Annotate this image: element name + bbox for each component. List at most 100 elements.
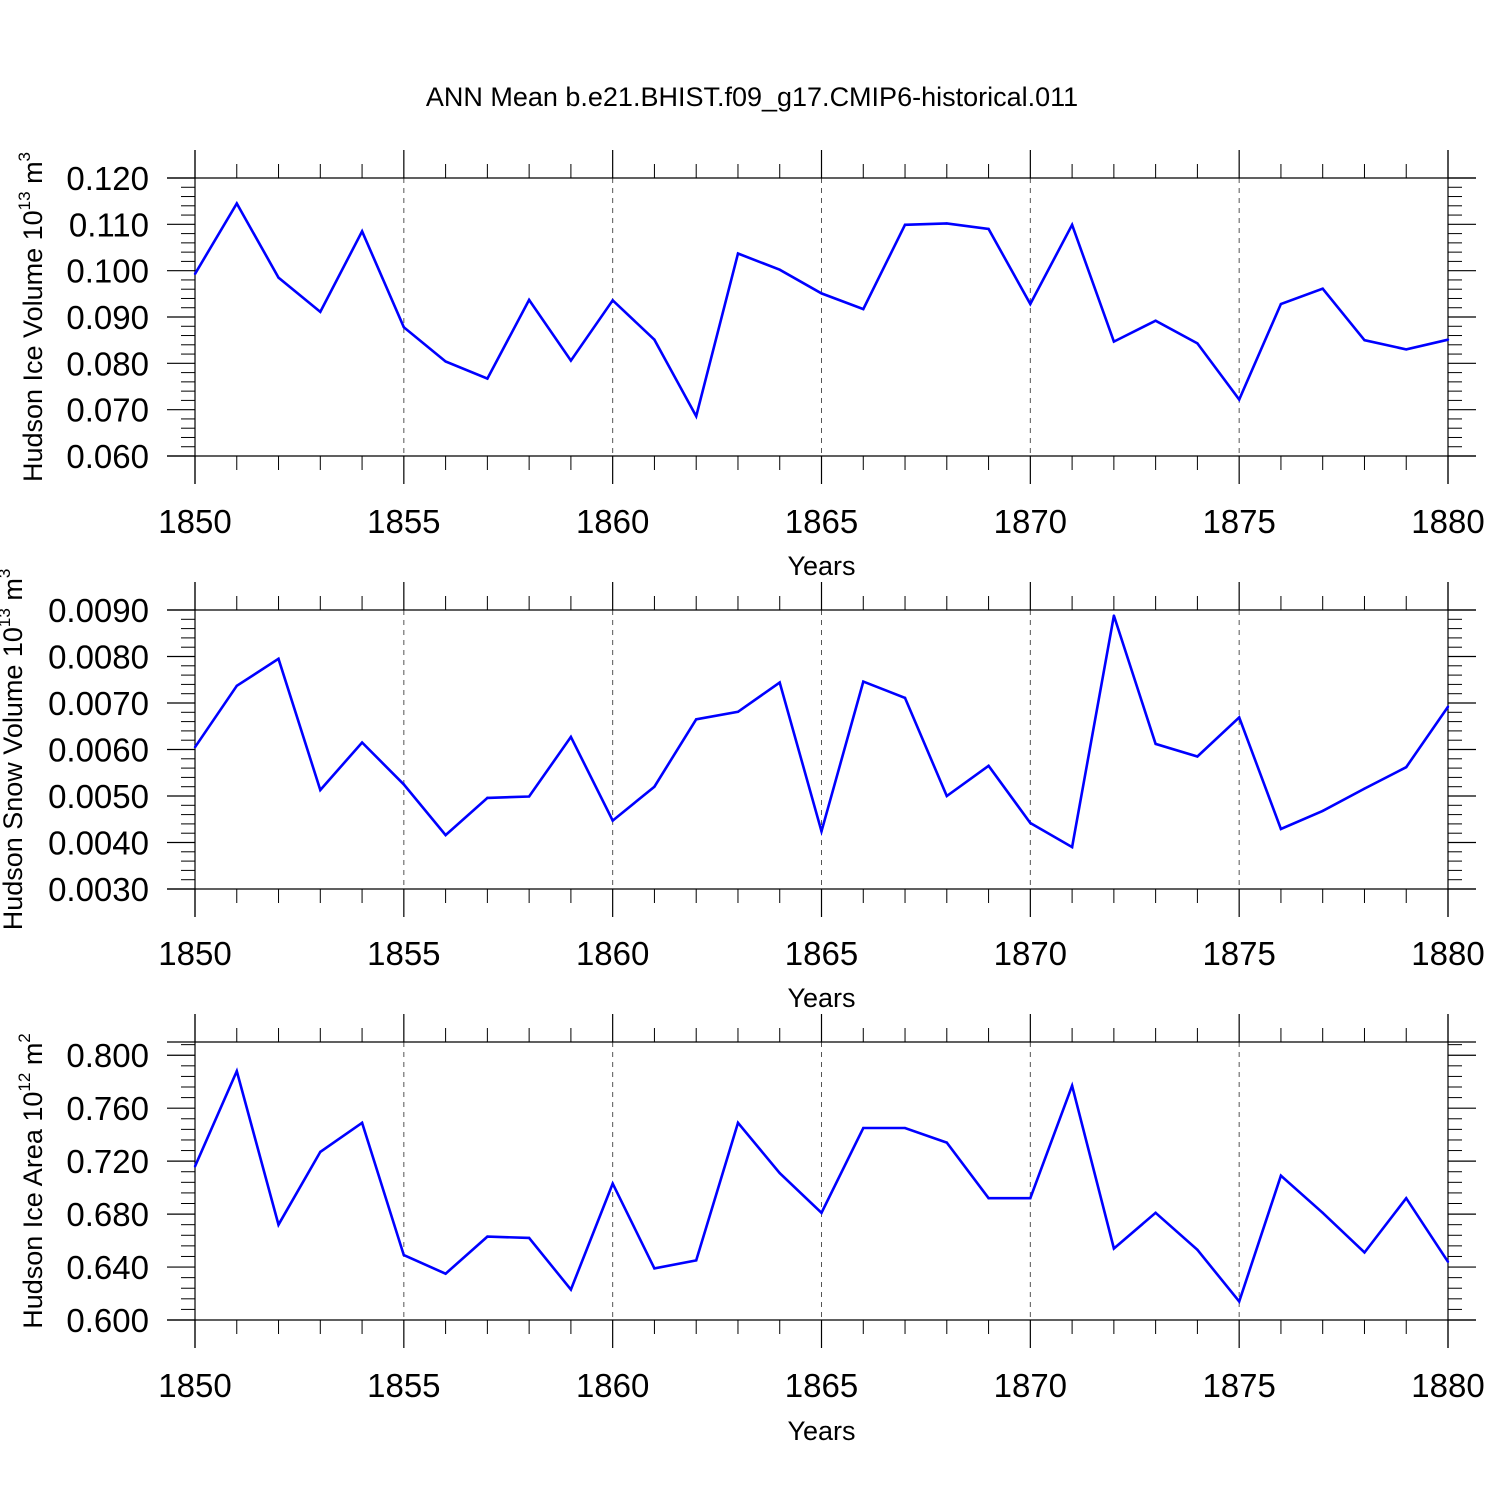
data-point bbox=[903, 223, 907, 226]
data-point bbox=[1321, 287, 1324, 290]
y-axis-title-unit: m bbox=[18, 1043, 48, 1073]
data-point bbox=[820, 830, 823, 833]
data-point bbox=[778, 1171, 781, 1175]
y-tick-label: 0.120 bbox=[66, 160, 149, 197]
data-point bbox=[1237, 1300, 1241, 1303]
data-point bbox=[987, 1197, 990, 1200]
y-axis-title-main: Hudson Ice Volume 10 bbox=[18, 210, 48, 482]
data-point bbox=[569, 1288, 573, 1291]
x-tick-label: 1865 bbox=[785, 503, 858, 540]
data-point bbox=[611, 1182, 614, 1185]
data-point bbox=[527, 1236, 531, 1240]
y-tick-label: 0.0070 bbox=[48, 685, 149, 722]
data-point bbox=[1029, 1197, 1032, 1200]
data-point bbox=[569, 359, 573, 362]
y-tick-label: 0.800 bbox=[66, 1037, 149, 1074]
y-tick-label: 0.680 bbox=[66, 1196, 149, 1233]
data-point bbox=[1029, 821, 1032, 825]
data-point bbox=[1154, 1211, 1157, 1214]
data-point bbox=[1154, 742, 1157, 746]
panel-1: 0.060 0.070 0.080 0.090 0.100 0.110 0.120 1850 1… bbox=[15, 150, 1485, 581]
data-point bbox=[1446, 705, 1450, 708]
data-point bbox=[778, 681, 781, 684]
y-tick-label: 0.0060 bbox=[48, 732, 149, 769]
x-tick-label: 1860 bbox=[576, 935, 649, 972]
data-point bbox=[862, 307, 865, 311]
data-point bbox=[1446, 338, 1450, 341]
x-tick-label: 1850 bbox=[158, 503, 231, 540]
data-point bbox=[569, 735, 573, 739]
y-tick-label: 0.760 bbox=[66, 1090, 149, 1127]
data-point bbox=[402, 325, 406, 329]
data-point bbox=[736, 710, 740, 714]
data-point bbox=[736, 1121, 740, 1124]
data-point bbox=[1279, 1174, 1283, 1177]
data-point bbox=[486, 796, 489, 800]
y-tick-label: 0.0080 bbox=[48, 639, 149, 676]
data-point bbox=[695, 414, 698, 418]
y-tick-label: 0.0050 bbox=[48, 778, 149, 815]
x-tick-label: 1880 bbox=[1411, 935, 1484, 972]
x-tick-label: 1880 bbox=[1411, 503, 1484, 540]
data-point bbox=[360, 230, 364, 233]
data-point bbox=[987, 764, 990, 767]
y-axis-title-unit: m bbox=[18, 161, 48, 191]
x-tick-label: 1855 bbox=[367, 935, 440, 972]
x-tick-label: 1860 bbox=[576, 1367, 649, 1404]
data-point bbox=[653, 785, 656, 788]
y-axis-title-main: Hudson Snow Volume 10 bbox=[0, 627, 28, 930]
data-point bbox=[1363, 1251, 1366, 1254]
y-axis-title-exponent: 12 bbox=[15, 1073, 34, 1092]
x-tick-label: 1870 bbox=[994, 503, 1067, 540]
data-point bbox=[444, 360, 447, 363]
data-point bbox=[611, 299, 614, 302]
panels: 0.060 0.070 0.080 0.090 0.100 0.110 0.120 1850 1… bbox=[0, 150, 1485, 1446]
data-point bbox=[193, 272, 197, 276]
y-axis-title-exponent: 13 bbox=[0, 608, 14, 627]
data-point bbox=[1321, 1211, 1324, 1214]
x-tick-label: 1865 bbox=[785, 935, 858, 972]
data-point bbox=[1405, 765, 1408, 769]
x-tick-label: 1855 bbox=[367, 503, 440, 540]
y-axis-title: Hudson Snow Volume 1013 m3 bbox=[0, 569, 28, 931]
y-axis-title-unit-exponent: 3 bbox=[0, 569, 14, 578]
data-point bbox=[695, 718, 698, 721]
y-tick-label: 0.0040 bbox=[48, 825, 149, 862]
data-point bbox=[862, 680, 865, 683]
data-point bbox=[486, 1235, 489, 1238]
data-point bbox=[319, 1150, 322, 1154]
y-tick-label: 0.090 bbox=[66, 299, 149, 336]
data-point bbox=[319, 310, 322, 314]
data-point bbox=[1154, 319, 1157, 322]
data-point bbox=[820, 292, 823, 295]
data-point bbox=[444, 833, 447, 837]
y-tick-label: 0.070 bbox=[66, 392, 149, 429]
data-point bbox=[444, 1272, 447, 1275]
data-point bbox=[1363, 787, 1366, 790]
x-tick-label: 1875 bbox=[1202, 935, 1275, 972]
x-tick-label: 1870 bbox=[994, 1367, 1067, 1404]
y-tick-label: 0.0090 bbox=[48, 592, 149, 629]
y-axis-title-unit: m bbox=[0, 578, 28, 608]
y-tick-label: 0.100 bbox=[66, 253, 149, 290]
y-axis-title-main: Hudson Ice Area 10 bbox=[18, 1092, 48, 1329]
data-point bbox=[193, 745, 197, 749]
panel-2: 0.0030 0.0040 0.0050 0.0060 0.0070 0.0080 0.00… bbox=[0, 569, 1485, 1013]
data-point bbox=[862, 1126, 865, 1130]
y-axis-title: Hudson Ice Volume 1013 m3 bbox=[15, 152, 48, 482]
data-point bbox=[277, 657, 280, 661]
x-axis-title: Years bbox=[787, 1416, 855, 1446]
y-axis-title: Hudson Ice Area 1012 m2 bbox=[15, 1033, 48, 1329]
data-point bbox=[1112, 340, 1116, 343]
data-point bbox=[527, 298, 531, 302]
y-tick-label: 0.080 bbox=[66, 345, 149, 382]
data-point bbox=[820, 1211, 823, 1214]
data-point bbox=[1363, 338, 1366, 342]
y-tick-label: 0.0030 bbox=[48, 871, 149, 908]
x-tick-label: 1870 bbox=[994, 935, 1067, 972]
data-point bbox=[402, 783, 406, 786]
data-point bbox=[611, 819, 614, 822]
data-point bbox=[1070, 223, 1074, 226]
data-point bbox=[695, 1259, 698, 1262]
